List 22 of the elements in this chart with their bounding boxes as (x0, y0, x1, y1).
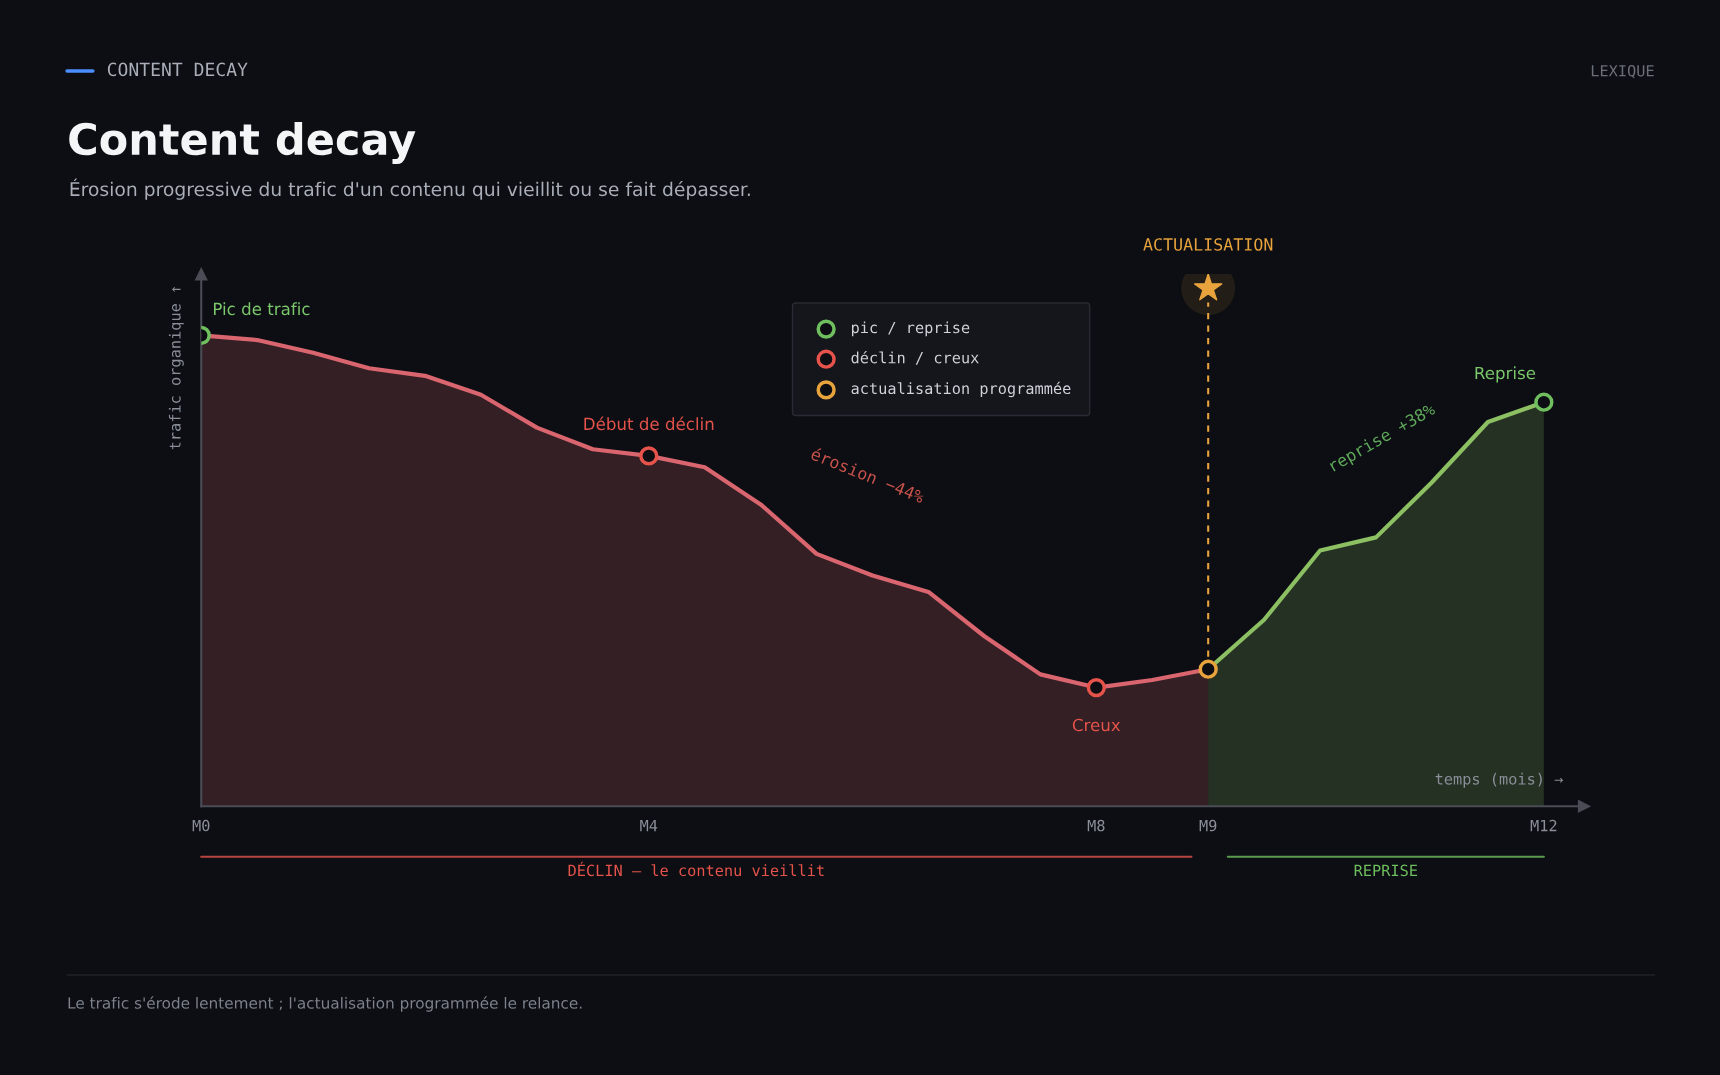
x-tick-label: M0 (192, 819, 210, 832)
text: REPRISE (1354, 864, 1418, 877)
x-tick-label: M4 (640, 820, 658, 832)
text: DÉCLIN — le contenu vieillit (568, 861, 824, 877)
y-axis-title: trafic organique ↑ (168, 286, 184, 450)
text: Le trafic s'érode lentement ; l'actualisation programmée le relance. (68, 996, 582, 1012)
annotation: Pic de trafic (213, 302, 310, 316)
x-tick-label: M9 (1199, 819, 1217, 832)
text: LEXIQUE (1591, 64, 1654, 79)
legend-label: pic / reprise (851, 321, 970, 337)
annotation: Début de déclin (584, 416, 714, 431)
x-axis-title: temps (mois) → (1435, 772, 1563, 788)
chart-subtitle: Érosion progressive du trafic d'un contenu qui vieillit ou se fait dépasser. (70, 178, 750, 200)
ref-line-label: ACTUALISATION (1143, 238, 1273, 251)
x-tick-label: M8 (1087, 819, 1105, 832)
legend-label: déclin / creux (851, 351, 979, 365)
chart-title: Content decay (69, 121, 416, 164)
text: CONTENT DECAY (107, 62, 248, 77)
annotation: Reprise (1475, 366, 1536, 383)
legend-label: actualisation programmée (851, 381, 1071, 398)
annotation: Creux (1072, 718, 1121, 732)
x-tick-label: M12 (1530, 819, 1557, 832)
